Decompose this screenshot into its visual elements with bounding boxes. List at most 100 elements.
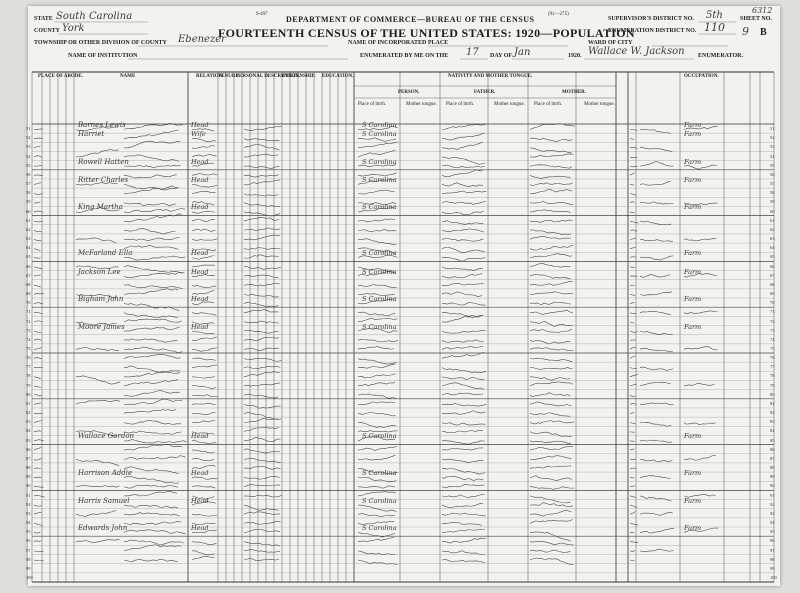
line-number: 61 xyxy=(26,217,31,223)
line-number: 68 xyxy=(770,281,775,287)
industry-stroke xyxy=(683,454,716,461)
english-stroke xyxy=(629,347,637,350)
enumerator-label: ENUMERATOR. xyxy=(698,53,743,59)
sheet-value: 9 xyxy=(742,25,749,38)
relation-stroke xyxy=(191,218,215,223)
description-stroke xyxy=(243,153,279,158)
line-number: 79 xyxy=(26,382,31,388)
entry-relation: Head xyxy=(191,203,209,212)
year-label: 1920. xyxy=(568,53,582,59)
enumerator-value: Wallace W. Jackson xyxy=(588,46,685,57)
father-birthplace-stroke xyxy=(441,169,483,178)
occupation-stroke xyxy=(639,220,672,225)
line-number: 91 xyxy=(770,492,775,498)
english-stroke xyxy=(629,367,638,369)
line-number: 56 xyxy=(26,171,31,177)
line-number: 80 xyxy=(770,391,775,397)
line-number: 92 xyxy=(26,501,31,507)
birthplace-stroke xyxy=(357,485,396,489)
occupation-stroke xyxy=(639,201,674,205)
entry-occupation: Farm xyxy=(684,130,702,139)
check-mark-stroke xyxy=(33,458,42,461)
relation-stroke xyxy=(191,485,216,489)
line-number: 98 xyxy=(770,556,775,562)
given-name-stroke xyxy=(123,174,177,179)
line-number: 100 xyxy=(770,574,777,580)
person-place-of-birth: Place of birth. xyxy=(358,102,387,107)
description-stroke xyxy=(243,436,281,443)
english-stroke xyxy=(629,172,635,176)
place-of-abode-header: PLACE OF ABODE. xyxy=(38,74,83,79)
line-number: 54 xyxy=(26,153,31,159)
relation-stroke xyxy=(191,321,215,325)
given-name-stroke xyxy=(123,245,179,250)
given-name-stroke xyxy=(123,371,181,378)
line-number: 76 xyxy=(26,355,31,361)
line-number: 59 xyxy=(770,199,775,205)
birthplace-stroke xyxy=(357,189,395,195)
description-stroke xyxy=(243,412,279,420)
description-stroke xyxy=(243,528,281,533)
mother-birthplace-stroke xyxy=(529,376,571,381)
description-stroke xyxy=(243,309,279,313)
description-stroke xyxy=(243,511,280,515)
entry-occupation: Farm xyxy=(684,267,702,276)
given-name-stroke xyxy=(123,529,186,535)
line-number: 60 xyxy=(26,208,31,214)
check-mark-stroke xyxy=(33,145,41,149)
mother-birthplace-stroke xyxy=(529,273,571,280)
mother-birthplace-stroke xyxy=(529,502,574,507)
english-stroke xyxy=(629,193,637,196)
given-name-stroke xyxy=(123,271,185,278)
mother-birthplace-stroke xyxy=(529,446,574,451)
line-number: 59 xyxy=(26,199,31,205)
relation-stroke xyxy=(191,364,218,368)
description-stroke xyxy=(243,202,281,207)
description-stroke xyxy=(243,393,279,399)
description-stroke xyxy=(243,426,280,433)
check-mark-stroke xyxy=(33,559,44,562)
father-birthplace-stroke xyxy=(441,382,485,390)
birthplace-stroke xyxy=(357,270,395,277)
mother-birthplace-stroke xyxy=(529,495,571,504)
description-stroke xyxy=(243,293,279,298)
mother-birthplace-stroke xyxy=(529,440,572,444)
surname-stroke xyxy=(75,148,119,158)
occupation-stroke xyxy=(639,548,674,552)
check-mark-stroke xyxy=(33,376,41,380)
description-stroke xyxy=(243,282,280,287)
father-birthplace-stroke xyxy=(441,132,486,141)
check-mark-stroke xyxy=(33,302,44,305)
given-name-stroke xyxy=(123,476,179,484)
english-stroke xyxy=(629,394,636,397)
birthplace-stroke xyxy=(357,137,397,142)
entry-relation: Head xyxy=(191,469,209,478)
mother-birthplace-stroke xyxy=(529,182,573,187)
english-stroke xyxy=(629,312,637,315)
english-stroke xyxy=(629,559,635,562)
relation-stroke xyxy=(191,541,217,545)
check-mark-stroke xyxy=(33,394,42,397)
father-birthplace-stroke xyxy=(441,200,486,205)
father-birthplace-stroke xyxy=(441,367,487,374)
surname-stroke xyxy=(75,538,120,543)
birthplace-stroke xyxy=(357,393,397,399)
line-number: 70 xyxy=(770,300,775,306)
line-number: 90 xyxy=(770,483,775,489)
relation-stroke xyxy=(191,357,216,361)
line-number: 89 xyxy=(26,474,31,480)
check-mark-stroke xyxy=(33,201,41,204)
ward-label: WARD OF CITY xyxy=(588,40,633,46)
english-stroke xyxy=(629,504,638,508)
line-number: 71 xyxy=(770,309,775,315)
given-name-stroke xyxy=(123,284,183,289)
census-grid xyxy=(31,21,775,583)
father-birthplace-stroke xyxy=(441,439,486,445)
industry-stroke xyxy=(683,527,719,533)
line-number: 80 xyxy=(26,391,31,397)
entry-birthplace: S Carolina xyxy=(362,175,397,184)
relation-stroke xyxy=(191,290,215,295)
surname-stroke xyxy=(75,375,121,385)
birthplace-stroke xyxy=(357,532,395,538)
entry-relation: Head xyxy=(191,432,209,441)
